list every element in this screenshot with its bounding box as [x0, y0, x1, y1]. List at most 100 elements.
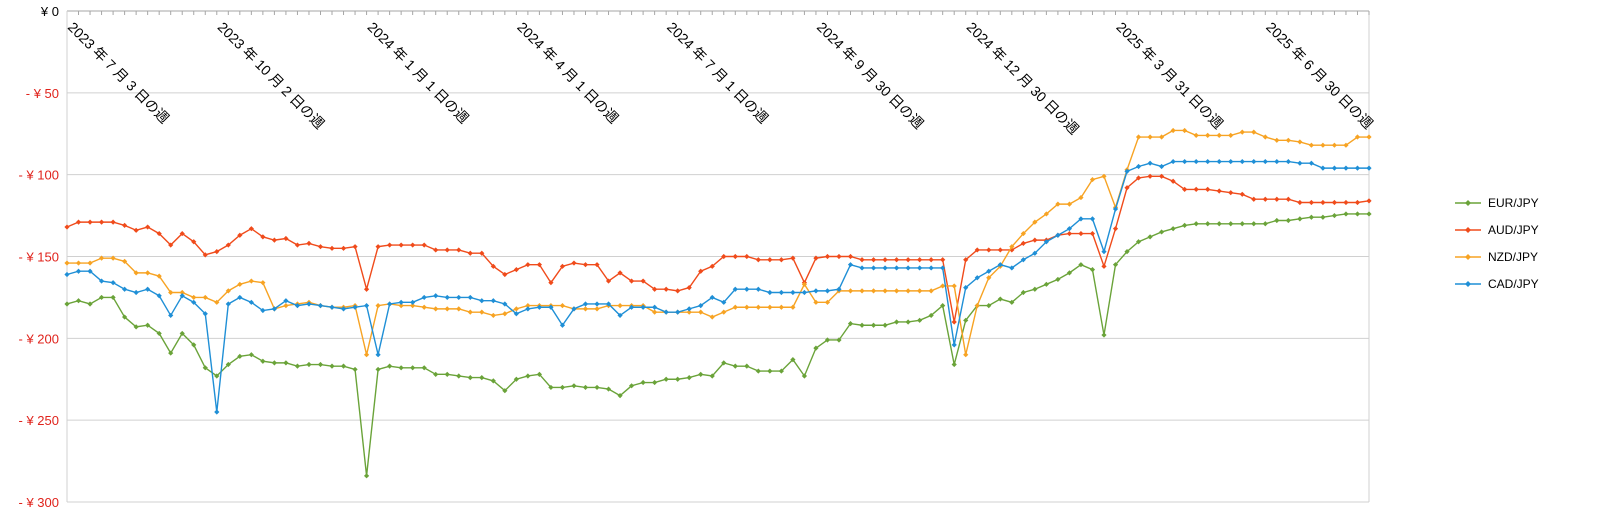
data-point — [98, 255, 105, 261]
data-point — [525, 306, 531, 312]
data-point — [513, 266, 519, 273]
x-axis-labels: 2023 年 7 月 3 日の週 2023 年 10 月 2 日の週 2024 年 … — [65, 19, 1376, 138]
data-point — [940, 283, 946, 289]
data-point — [571, 383, 577, 389]
data-point — [248, 278, 254, 284]
data-point — [87, 268, 93, 274]
data-point — [1251, 221, 1257, 227]
data-point — [882, 322, 888, 328]
data-point — [1101, 263, 1107, 269]
data-point — [87, 260, 93, 266]
data-point — [790, 289, 796, 296]
data-point — [502, 311, 508, 317]
data-point — [1331, 142, 1338, 148]
data-point — [283, 360, 289, 366]
data-point — [168, 312, 174, 319]
legend-swatch-marker — [1465, 254, 1471, 260]
data-point — [145, 286, 151, 292]
data-point — [467, 375, 473, 381]
data-point — [870, 322, 877, 328]
data-point — [1228, 190, 1234, 196]
data-point — [375, 366, 381, 373]
data-point — [179, 293, 185, 299]
data-point — [202, 252, 208, 258]
data-point — [513, 376, 519, 382]
legend-item: AUD/JPY — [1455, 223, 1539, 237]
data-point — [813, 299, 819, 305]
data-point — [536, 262, 543, 268]
data-point — [179, 289, 185, 296]
data-point — [940, 303, 946, 309]
data-point — [456, 306, 462, 312]
data-point — [340, 245, 347, 251]
data-point — [110, 280, 116, 286]
data-point — [421, 304, 427, 310]
data-point — [605, 386, 612, 392]
data-point — [271, 360, 277, 366]
y-tick-label: - ¥ 50 — [26, 86, 59, 101]
data-point — [1020, 289, 1026, 296]
data-point — [317, 361, 324, 368]
data-point — [248, 226, 254, 232]
data-point — [444, 371, 450, 377]
data-point — [951, 361, 957, 368]
data-point — [1043, 239, 1049, 245]
data-point — [525, 303, 531, 309]
data-point — [237, 294, 243, 301]
data-point — [824, 253, 831, 260]
data-point — [271, 237, 277, 243]
data-point — [502, 388, 508, 394]
data-point — [963, 257, 969, 263]
data-point — [986, 268, 992, 274]
data-point — [329, 363, 335, 369]
data-point — [479, 309, 485, 315]
data-point — [525, 373, 531, 379]
data-point — [859, 288, 865, 294]
data-point — [1205, 132, 1211, 138]
data-point — [433, 293, 439, 299]
data-point — [64, 260, 70, 266]
data-point — [1343, 199, 1349, 206]
data-point — [1274, 196, 1280, 202]
data-point — [605, 278, 612, 284]
data-point — [1009, 265, 1015, 271]
data-point — [1159, 163, 1165, 170]
data-point — [237, 281, 243, 287]
data-point — [1366, 165, 1372, 171]
data-point — [1320, 214, 1326, 220]
data-point — [744, 253, 750, 260]
data-point — [1297, 139, 1303, 145]
data-point — [767, 368, 773, 374]
data-point — [755, 304, 761, 310]
data-point — [1170, 226, 1176, 232]
data-point — [387, 301, 393, 307]
data-point — [294, 363, 301, 369]
x-tick-label: 2024 年 1 月 1 日の週 — [364, 19, 472, 127]
data-point — [110, 294, 116, 301]
data-point — [433, 306, 439, 312]
data-point — [582, 262, 589, 268]
data-point — [1285, 158, 1291, 165]
data-point — [502, 271, 508, 278]
data-point — [917, 288, 923, 294]
data-point — [1366, 198, 1372, 204]
data-point — [917, 257, 923, 263]
data-point — [1032, 286, 1038, 292]
data-point — [1239, 129, 1245, 135]
data-point — [168, 289, 174, 296]
data-point — [122, 258, 128, 265]
data-point — [1135, 239, 1142, 245]
data-point — [582, 301, 589, 307]
data-point — [744, 286, 750, 292]
data-point — [709, 373, 715, 379]
data-point — [801, 289, 808, 296]
data-point — [387, 242, 393, 248]
data-point — [732, 363, 738, 369]
data-point — [444, 306, 450, 312]
data-point — [421, 242, 427, 248]
data-point — [594, 262, 600, 268]
data-point — [1205, 186, 1211, 192]
data-point — [536, 371, 543, 377]
data-point — [1124, 168, 1130, 174]
data-point — [1354, 211, 1361, 217]
